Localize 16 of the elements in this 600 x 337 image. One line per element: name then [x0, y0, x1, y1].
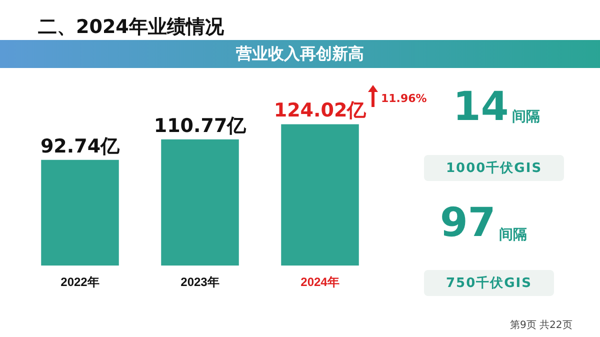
chart-subtitle: 营业收入再创新高: [0, 40, 600, 68]
text: 间隔: [512, 108, 540, 126]
text: 750千伏GIS: [424, 270, 554, 296]
text: 14: [453, 84, 509, 130]
text: 间隔: [499, 226, 527, 244]
data-label: 124.02亿: [274, 100, 368, 122]
data-label: 92.74亿: [40, 135, 121, 158]
chart-title: 二、2024年业绩情况: [38, 15, 224, 40]
text: 97: [440, 200, 496, 246]
text: 11.96%: [381, 92, 427, 105]
x-tick-label: 2022年: [60, 275, 100, 290]
text: 第9页 共22页: [510, 318, 572, 332]
data-label: 110.77亿: [154, 114, 248, 137]
text: 1000千伏GIS: [424, 155, 564, 181]
x-tick-label: 2023年: [180, 275, 220, 290]
x-tick-label: 2024年: [300, 275, 340, 290]
